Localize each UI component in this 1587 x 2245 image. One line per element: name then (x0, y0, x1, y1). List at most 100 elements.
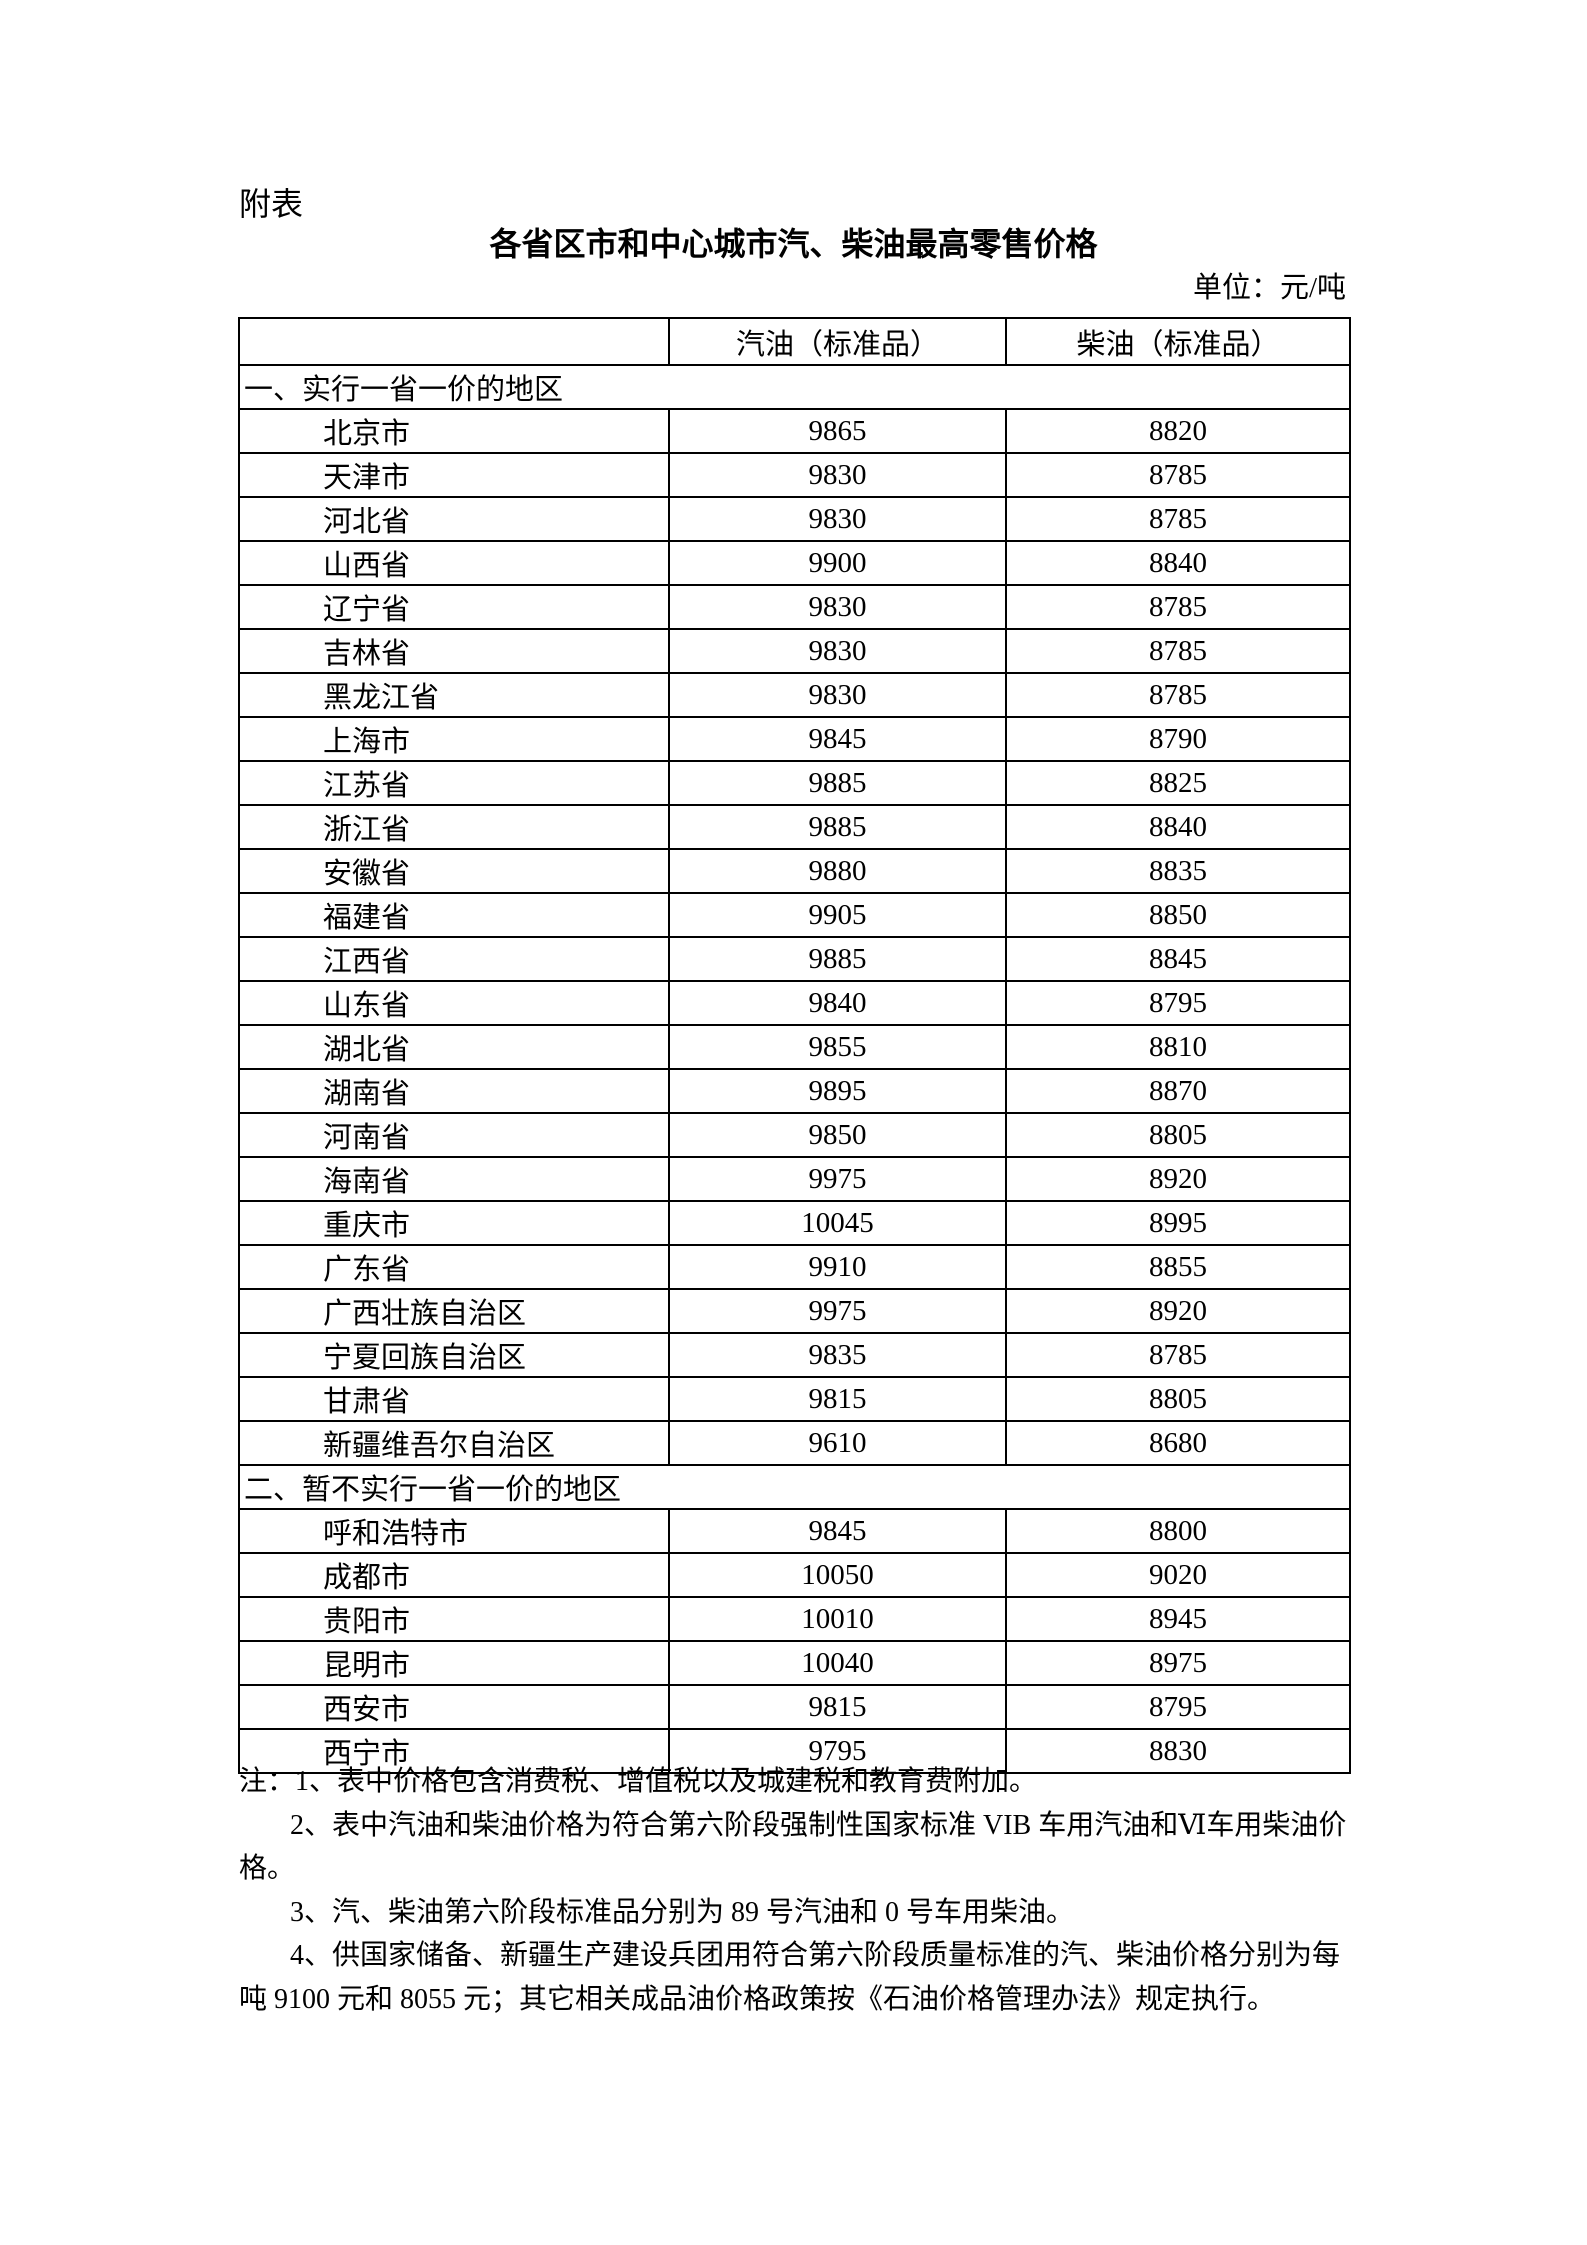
region-cell: 海南省 (238, 1156, 670, 1202)
region-cell: 山西省 (238, 540, 670, 586)
region-cell: 广东省 (238, 1244, 670, 1290)
gasoline-price-cell: 9975 (668, 1156, 1007, 1202)
region-cell: 黑龙江省 (238, 672, 670, 718)
table-row: 湖北省 9855 8810 (238, 1024, 1351, 1070)
table-row: 西宁市 9795 8830 (238, 1728, 1351, 1774)
region-cell: 江西省 (238, 936, 670, 982)
diesel-price-cell: 8975 (1005, 1640, 1351, 1686)
table-row: 山西省 9900 8840 (238, 540, 1351, 586)
table-row: 新疆维吾尔自治区 9610 8680 (238, 1420, 1351, 1466)
gasoline-price-cell: 9830 (668, 496, 1007, 542)
diesel-price-cell: 8785 (1005, 672, 1351, 718)
col-header-region (238, 317, 670, 366)
diesel-price-cell: 8995 (1005, 1200, 1351, 1246)
attachment-label: 附表 (239, 186, 304, 222)
region-cell: 河北省 (238, 496, 670, 542)
note-line: 3、汽、柴油第六阶段标准品分别为 89 号汽油和 0 号车用柴油。 (290, 1896, 1075, 1928)
gasoline-price-cell: 9835 (668, 1332, 1007, 1378)
region-cell: 吉林省 (238, 628, 670, 674)
gasoline-price-cell: 9610 (668, 1420, 1007, 1466)
table-row: 呼和浩特市 9845 8800 (238, 1508, 1351, 1554)
table-header-row: 汽油（标准品） 柴油（标准品） (238, 317, 1351, 366)
notes: 注：1、表中价格包含消费税、增值税以及城建税和教育费附加。 2、表中汽油和柴油价格… (239, 1760, 1349, 2021)
table-row: 黑龙江省 9830 8785 (238, 672, 1351, 718)
diesel-price-cell: 8805 (1005, 1112, 1351, 1158)
region-cell: 江苏省 (238, 760, 670, 806)
table-row: 河北省 9830 8785 (238, 496, 1351, 542)
diesel-price-cell: 8785 (1005, 496, 1351, 542)
gasoline-price-cell: 10045 (668, 1200, 1007, 1246)
diesel-price-cell: 8680 (1005, 1420, 1351, 1466)
gasoline-price-cell: 9795 (668, 1728, 1007, 1774)
gasoline-price-cell: 9815 (668, 1376, 1007, 1422)
col-header-gasoline: 汽油（标准品） (668, 317, 1007, 366)
region-cell: 宁夏回族自治区 (238, 1332, 670, 1378)
table-row: 浙江省 9885 8840 (238, 804, 1351, 850)
region-cell: 北京市 (238, 408, 670, 454)
gasoline-price-cell: 9885 (668, 760, 1007, 806)
gasoline-price-cell: 9840 (668, 980, 1007, 1026)
document-page: 附表 各省区市和中心城市汽、柴油最高零售价格 单位：元/吨 汽油（标准品） 柴油… (238, 0, 1351, 2245)
table-row: 上海市 9845 8790 (238, 716, 1351, 762)
gasoline-price-cell: 9975 (668, 1288, 1007, 1334)
note-line: 吨 9100 元和 8055 元；其它相关成品油价格政策按《石油价格管理办法》规… (239, 1983, 1276, 2015)
table-row: 广东省 9910 8855 (238, 1244, 1351, 1290)
region-cell: 浙江省 (238, 804, 670, 850)
note-line: 注：1、表中价格包含消费税、增值税以及城建税和教育费附加。 (239, 1766, 1038, 1797)
diesel-price-cell: 8830 (1005, 1728, 1351, 1774)
region-cell: 新疆维吾尔自治区 (238, 1420, 670, 1466)
price-table: 汽油（标准品） 柴油（标准品） 一、实行一省一价的地区 北京市 9865 8820 天津… (238, 317, 1351, 1774)
diesel-price-cell: 8845 (1005, 936, 1351, 982)
table-row: 重庆市 10045 8995 (238, 1200, 1351, 1246)
gasoline-price-cell: 9815 (668, 1684, 1007, 1730)
table-row: 西安市 9815 8795 (238, 1684, 1351, 1730)
table-row: 山东省 9840 8795 (238, 980, 1351, 1026)
region-cell: 安徽省 (238, 848, 670, 894)
diesel-price-cell: 8945 (1005, 1596, 1351, 1642)
table-row: 江苏省 9885 8825 (238, 760, 1351, 806)
gasoline-price-cell: 9895 (668, 1068, 1007, 1114)
diesel-price-cell: 8820 (1005, 408, 1351, 454)
region-cell: 呼和浩特市 (238, 1508, 670, 1554)
region-cell: 湖南省 (238, 1068, 670, 1114)
region-cell: 西宁市 (238, 1728, 670, 1774)
table-row: 宁夏回族自治区 9835 8785 (238, 1332, 1351, 1378)
table-row: 天津市 9830 8785 (238, 452, 1351, 498)
region-cell: 成都市 (238, 1552, 670, 1598)
gasoline-price-cell: 10040 (668, 1640, 1007, 1686)
section-heading: 一、实行一省一价的地区 (238, 364, 1351, 410)
gasoline-price-cell: 10010 (668, 1596, 1007, 1642)
region-cell: 西安市 (238, 1684, 670, 1730)
diesel-price-cell: 8920 (1005, 1156, 1351, 1202)
section-heading-row: 二、暂不实行一省一价的地区 (238, 1464, 1351, 1510)
gasoline-price-cell: 9845 (668, 1508, 1007, 1554)
gasoline-price-cell: 9880 (668, 848, 1007, 894)
diesel-price-cell: 8835 (1005, 848, 1351, 894)
region-cell: 辽宁省 (238, 584, 670, 630)
gasoline-price-cell: 10050 (668, 1552, 1007, 1598)
region-cell: 河南省 (238, 1112, 670, 1158)
diesel-price-cell: 8785 (1005, 1332, 1351, 1378)
diesel-price-cell: 9020 (1005, 1552, 1351, 1598)
region-cell: 重庆市 (238, 1200, 670, 1246)
table-row: 江西省 9885 8845 (238, 936, 1351, 982)
table-row: 海南省 9975 8920 (238, 1156, 1351, 1202)
table-row: 辽宁省 9830 8785 (238, 584, 1351, 630)
section-heading: 二、暂不实行一省一价的地区 (238, 1464, 1351, 1510)
note-line: 2、表中汽油和柴油价格为符合第六阶段强制性国家标准 VIB 车用汽油和Ⅵ车用柴油… (290, 1809, 1347, 1841)
diesel-price-cell: 8825 (1005, 760, 1351, 806)
note-line: 格。 (239, 1853, 296, 1884)
gasoline-price-cell: 9830 (668, 672, 1007, 718)
gasoline-price-cell: 9885 (668, 804, 1007, 850)
col-header-diesel: 柴油（标准品） (1005, 317, 1351, 366)
table-row: 福建省 9905 8850 (238, 892, 1351, 938)
gasoline-price-cell: 9830 (668, 452, 1007, 498)
region-cell: 广西壮族自治区 (238, 1288, 670, 1334)
region-cell: 甘肃省 (238, 1376, 670, 1422)
page-title: 各省区市和中心城市汽、柴油最高零售价格 (489, 226, 1098, 262)
diesel-price-cell: 8805 (1005, 1376, 1351, 1422)
table-row: 湖南省 9895 8870 (238, 1068, 1351, 1114)
gasoline-price-cell: 9865 (668, 408, 1007, 454)
region-cell: 湖北省 (238, 1024, 670, 1070)
table-row: 贵阳市 10010 8945 (238, 1596, 1351, 1642)
